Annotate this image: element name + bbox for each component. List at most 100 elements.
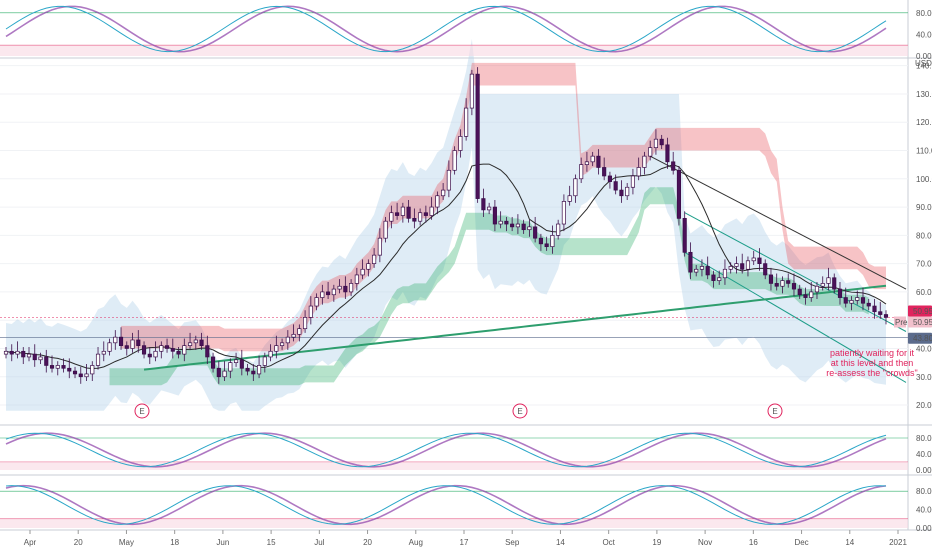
price-tick-label: 40.00: [916, 344, 932, 353]
currency-label: USD: [915, 59, 932, 68]
time-axis-label: 20: [363, 538, 372, 547]
candle-body: [205, 345, 210, 358]
osc-slow-line: [5, 484, 887, 526]
candle-body: [636, 167, 641, 177]
candle-body: [130, 339, 135, 349]
candle-body: [734, 263, 739, 267]
candle-body: [141, 345, 147, 355]
candle-body: [671, 161, 676, 171]
time-axis-label: 20: [74, 538, 83, 547]
candle-body: [556, 223, 561, 236]
osc-tick-label: 80.00: [916, 487, 932, 496]
candle-body: [26, 353, 32, 358]
candle-body: [590, 155, 595, 163]
price-tick-label: 130.00: [916, 90, 932, 99]
candle-body: [584, 161, 589, 165]
osc-oversold-zone: [0, 45, 908, 56]
candle-body: [210, 356, 216, 369]
candle-body: [573, 178, 578, 197]
candle-body: [239, 359, 244, 369]
candle-body: [84, 373, 89, 378]
price-tick-label: 90.00: [916, 203, 932, 212]
candle-body: [234, 359, 239, 363]
candle-body: [170, 348, 175, 352]
earnings-marker-label: E: [139, 407, 144, 416]
price-label-text: 50.95: [913, 318, 932, 327]
time-axis-label: May: [119, 538, 134, 547]
candle-body: [245, 367, 250, 372]
candle-body: [164, 345, 170, 349]
candle-body: [763, 263, 768, 276]
mid-moving-average: [5, 163, 887, 370]
price-tick-label: 70.00: [916, 260, 932, 269]
time-axis-label: 18: [170, 538, 179, 547]
candle-body: [510, 223, 515, 228]
trend-line: [649, 155, 907, 290]
candle-body: [176, 350, 181, 355]
candle-body: [728, 266, 733, 270]
candle-body: [257, 365, 262, 375]
candle-body: [423, 212, 428, 216]
candle-body: [521, 223, 526, 231]
candle-body: [412, 218, 417, 222]
candle-body: [72, 370, 78, 375]
time-axis-label: 2021: [889, 538, 907, 547]
price-tick-label: 30.00: [916, 373, 932, 382]
candle-body: [878, 311, 883, 315]
candle-body: [492, 206, 497, 225]
annotation-line: patiently waiting for it: [830, 348, 915, 358]
osc-tick-label: 80.00: [916, 434, 932, 443]
candle-body: [441, 189, 446, 197]
candle-body: [159, 345, 164, 352]
candle-body: [860, 297, 866, 304]
candle-body: [515, 223, 520, 228]
candle-body: [182, 345, 187, 355]
price-tick-label: 140.00: [916, 62, 932, 71]
candle-body: [544, 243, 549, 248]
premarket-badge: [894, 316, 906, 328]
candle-body: [579, 164, 584, 180]
candle-body: [55, 365, 60, 369]
candle-body: [883, 314, 889, 318]
candle-body: [676, 169, 682, 219]
osc-tick-label: 40.00: [916, 450, 932, 459]
candle-body: [538, 237, 543, 245]
candle-body: [199, 339, 204, 346]
candle-body: [527, 226, 532, 231]
candle-body: [90, 365, 95, 375]
candle-body: [49, 365, 55, 369]
candle-body: [44, 356, 49, 366]
candle-body: [21, 350, 26, 358]
candle-body: [308, 305, 313, 318]
candle-body: [504, 220, 509, 225]
candle-body: [780, 280, 785, 287]
time-axis-label: Nov: [698, 538, 712, 547]
earnings-marker: [512, 403, 528, 419]
candle-body: [699, 266, 705, 270]
candle-body: [400, 206, 405, 216]
time-axis-label: 19: [652, 538, 661, 547]
candle-body: [377, 237, 382, 256]
price-label-badge: [908, 305, 932, 317]
candle-body: [757, 257, 762, 264]
candle-body: [216, 367, 221, 378]
candle-body: [475, 73, 480, 199]
candle-body: [688, 251, 693, 273]
candle-body: [642, 155, 647, 168]
annotation-line: re-assess the "crowds": [826, 368, 917, 378]
candle-body: [740, 263, 745, 270]
candle-body: [820, 283, 825, 287]
long-moving-average: [143, 284, 887, 371]
candle-body: [469, 73, 474, 109]
osc-tick-label: 40.00: [916, 506, 932, 515]
candle-body: [607, 175, 612, 182]
candle-body: [3, 350, 9, 355]
candle-body: [67, 367, 72, 372]
candle-body: [630, 175, 635, 188]
time-axis-label: 15: [267, 538, 276, 547]
candle-body: [343, 285, 348, 293]
time-axis-label: 14: [845, 538, 854, 547]
price-tick-label: 100.00: [916, 175, 932, 184]
time-axis-label: Aug: [409, 538, 423, 547]
candle-body: [653, 138, 658, 149]
